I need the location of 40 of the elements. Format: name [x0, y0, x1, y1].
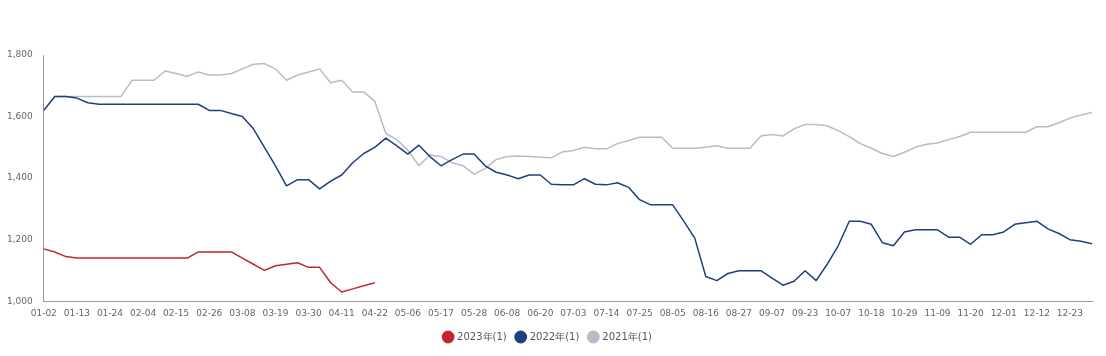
y-tick-label: 1,800	[7, 49, 34, 60]
x-tick-label: 10-29	[891, 307, 918, 318]
x-tick-label: 06-08	[494, 307, 521, 318]
x-tick-label: 03-08	[229, 307, 256, 318]
x-tick-label: 02-15	[163, 307, 190, 318]
x-tick-label: 05-28	[461, 307, 488, 318]
x-tick-label: 03-19	[262, 307, 289, 318]
x-tick-label: 04-11	[328, 307, 355, 318]
x-tick-label: 05-06	[394, 307, 422, 318]
x-tick-label: 12-01	[990, 307, 1017, 318]
y-tick-label: 1,000	[7, 295, 34, 306]
x-tick-label: 11-20	[957, 307, 984, 318]
x-tick-label: 02-26	[196, 307, 223, 318]
x-tick-label: 07-03	[560, 307, 587, 318]
x-tick-label: 10-18	[858, 307, 885, 318]
x-tick-label: 07-25	[626, 307, 653, 318]
x-tick-label: 09-23	[792, 307, 819, 318]
y-tick-label: 1,400	[7, 172, 34, 183]
x-tick-label: 04-22	[361, 307, 388, 318]
x-tick-label: 11-09	[924, 307, 951, 318]
x-tick-label: 01-13	[63, 307, 90, 318]
x-tick-label: 08-05	[659, 307, 686, 318]
x-tick-label: 01-02	[30, 307, 57, 318]
legend-label: 2023年(1)	[457, 330, 507, 342]
x-tick-label: 09-07	[758, 307, 786, 318]
legend-label: 2021年(1)	[602, 330, 653, 342]
x-tick-label: 12-12	[1023, 307, 1050, 318]
x-tick-label: 06-20	[527, 307, 554, 318]
x-tick-label: 08-16	[692, 307, 720, 318]
x-tick-label: 07-14	[593, 307, 620, 318]
x-tick-label: 12-23	[1056, 307, 1084, 318]
y-tick-label: 1,200	[7, 233, 34, 244]
y-tick-label: 1,600	[7, 110, 34, 121]
legend-label: 2022年(1)	[529, 330, 580, 342]
x-tick-label: 10-07	[825, 307, 852, 318]
x-tick-label: 02-04	[129, 307, 157, 318]
x-tick-label: 01-24	[96, 307, 124, 318]
x-tick-label: 08-27	[725, 307, 752, 318]
x-tick-label: 03-30	[295, 307, 322, 318]
x-tick-label: 05-17	[427, 307, 455, 318]
